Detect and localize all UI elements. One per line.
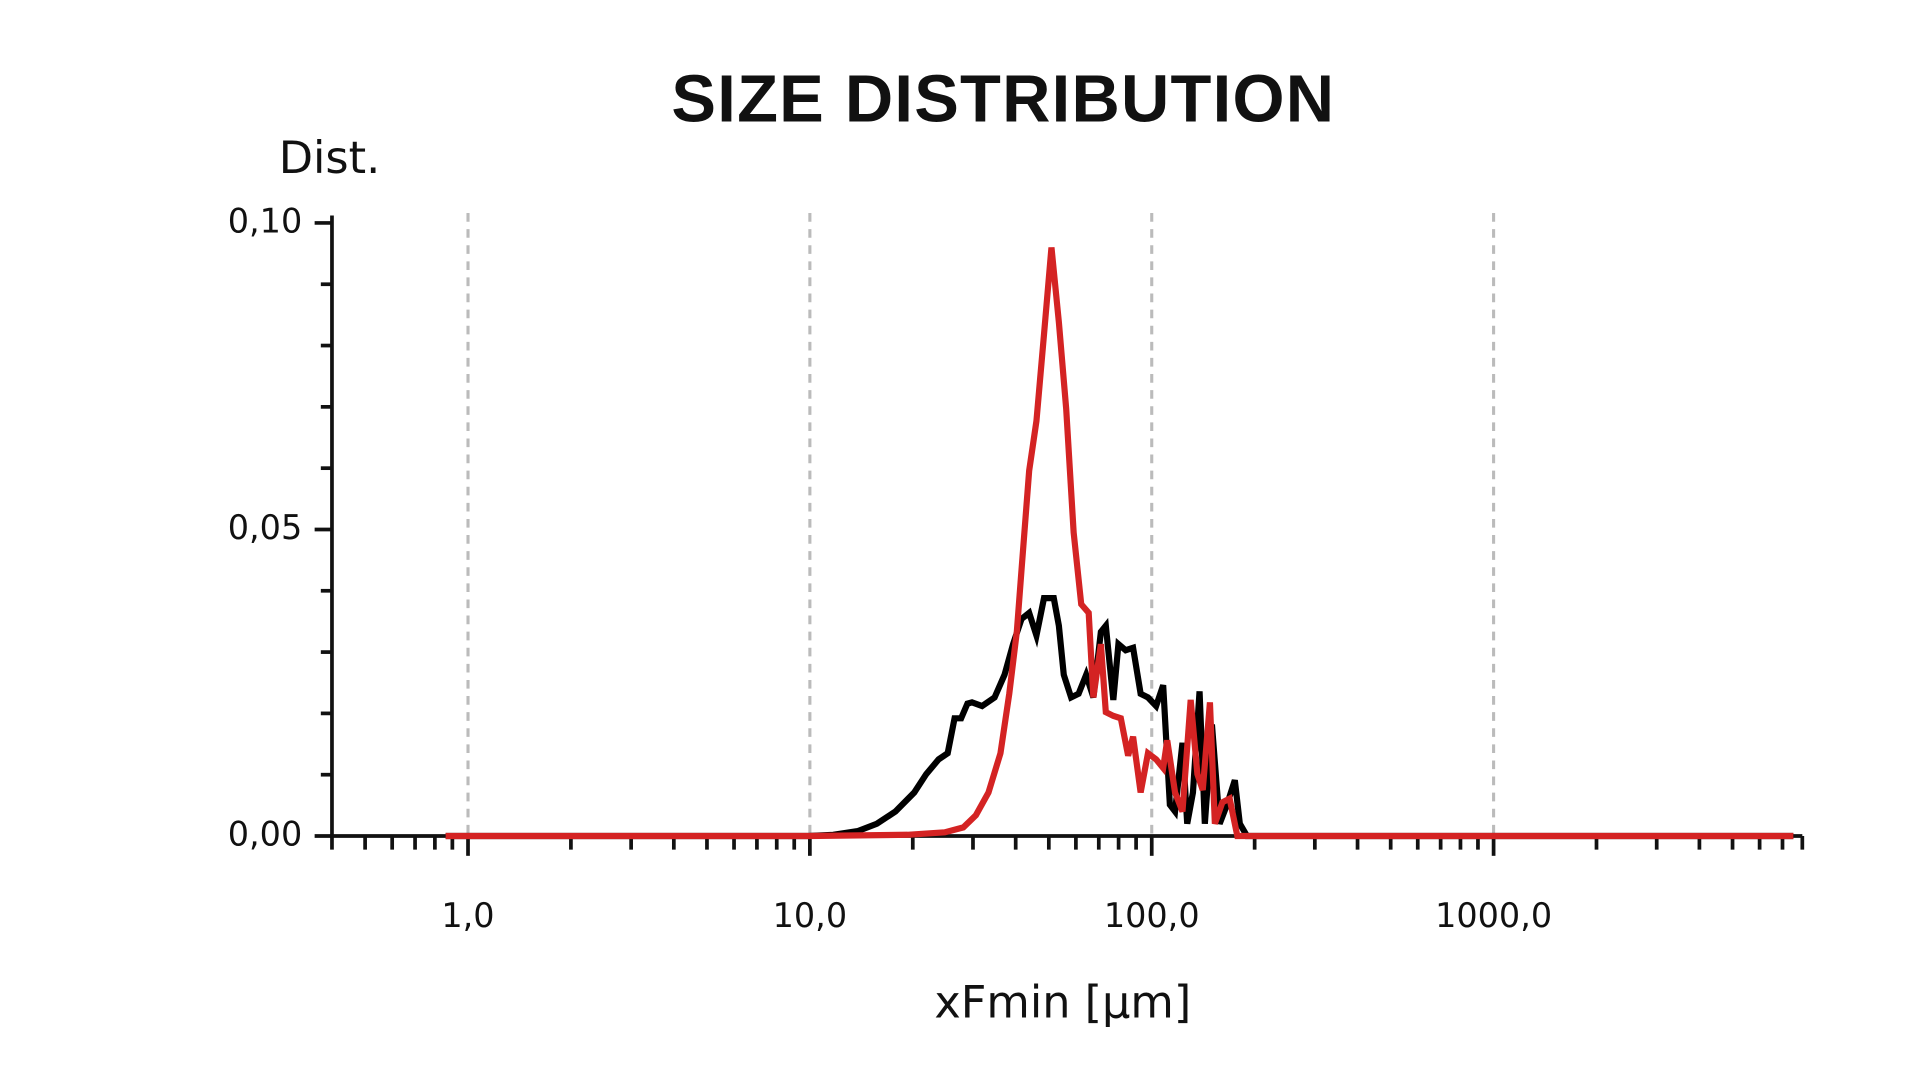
chart-title: SIZE DISTRIBUTION [671, 62, 1335, 137]
y-tick-label: 0,10 [228, 201, 302, 240]
x-tick-label: 10,0 [773, 896, 847, 935]
y-tick-label: 0,05 [228, 508, 302, 547]
x-axis-title: xFmin [µm] [934, 977, 1191, 1029]
y-tick-label: 0,00 [228, 815, 302, 854]
y-axis-title: Dist. [279, 132, 381, 184]
x-tick-label: 1000,0 [1435, 896, 1552, 935]
x-tick-label: 100,0 [1104, 896, 1200, 935]
x-tick-label: 1,0 [441, 896, 494, 935]
series-line [445, 247, 1794, 840]
